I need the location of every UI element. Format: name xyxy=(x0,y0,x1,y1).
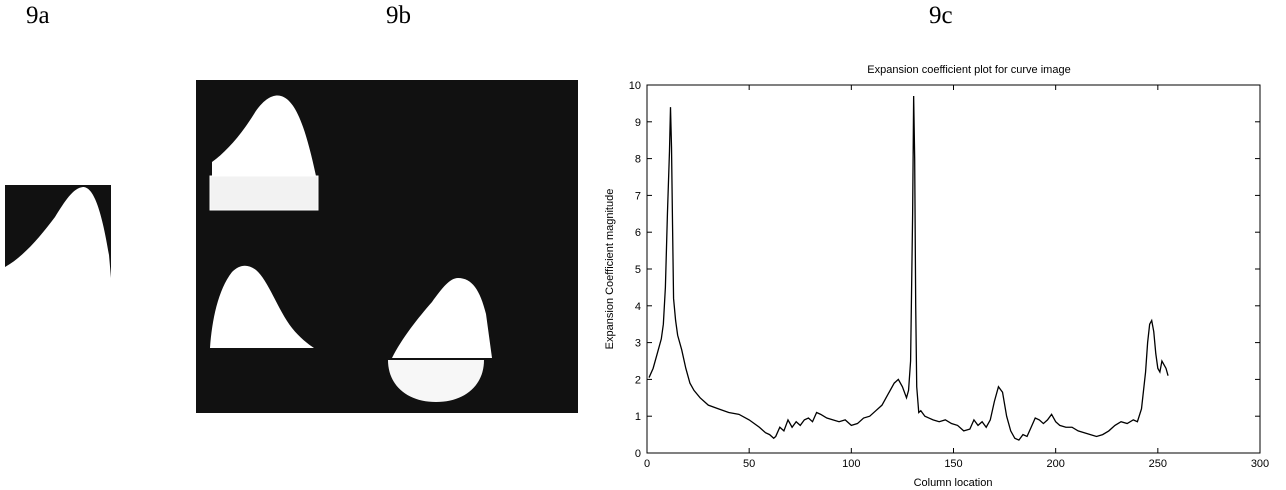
x-tick-label: 150 xyxy=(944,458,962,470)
plot-frame xyxy=(646,84,1261,454)
curve-image-9a xyxy=(5,185,111,278)
y-tick-label: 1 xyxy=(635,411,641,423)
y-tick-label: 3 xyxy=(635,338,641,350)
y-tick-label: 0 xyxy=(635,448,641,460)
curve-shape xyxy=(5,187,111,278)
y-tick-label: 10 xyxy=(629,80,641,92)
x-axis-label: Column location xyxy=(914,477,993,489)
series-line xyxy=(648,96,1169,441)
curve-shape-bottom-left xyxy=(210,265,314,348)
y-tick-label: 7 xyxy=(635,190,641,202)
rectangle-shape xyxy=(209,175,319,211)
panel-label-9a: 9a xyxy=(26,2,50,29)
y-tick-label: 6 xyxy=(635,227,641,239)
curve-shape-bottom-right xyxy=(392,278,492,358)
y-axis-label: Expansion Coefficient magnitude xyxy=(604,189,616,350)
y-tick-label: 2 xyxy=(635,374,641,386)
x-tick-label: 0 xyxy=(644,458,650,470)
x-tick-labels: 0 50 100 150 200 250 300 xyxy=(644,458,1269,470)
chart-title: Expansion coefficient plot for curve ima… xyxy=(867,64,1070,76)
half-disc-shape xyxy=(388,360,484,402)
x-tick-label: 300 xyxy=(1251,458,1269,470)
panel-label-9b: 9b xyxy=(386,2,411,29)
x-tick-label: 250 xyxy=(1149,458,1167,470)
x-tick-label: 100 xyxy=(842,458,860,470)
panel-label-9c: 9c xyxy=(929,2,953,29)
y-tick-label: 8 xyxy=(635,154,641,166)
composite-image-9b xyxy=(196,80,578,413)
x-tick-label: 200 xyxy=(1046,458,1064,470)
y-tick-label: 4 xyxy=(635,301,641,313)
y-tick-label: 9 xyxy=(635,117,641,129)
y-tick-labels: 0 1 2 3 4 5 6 7 8 9 10 xyxy=(629,80,641,460)
y-tick-label: 5 xyxy=(635,264,641,276)
curve-shape-top-left xyxy=(212,95,316,176)
axis-ticks xyxy=(646,84,1261,454)
x-tick-label: 50 xyxy=(743,458,755,470)
expansion-coefficient-chart: Expansion coefficient plot for curve ima… xyxy=(604,64,1269,489)
